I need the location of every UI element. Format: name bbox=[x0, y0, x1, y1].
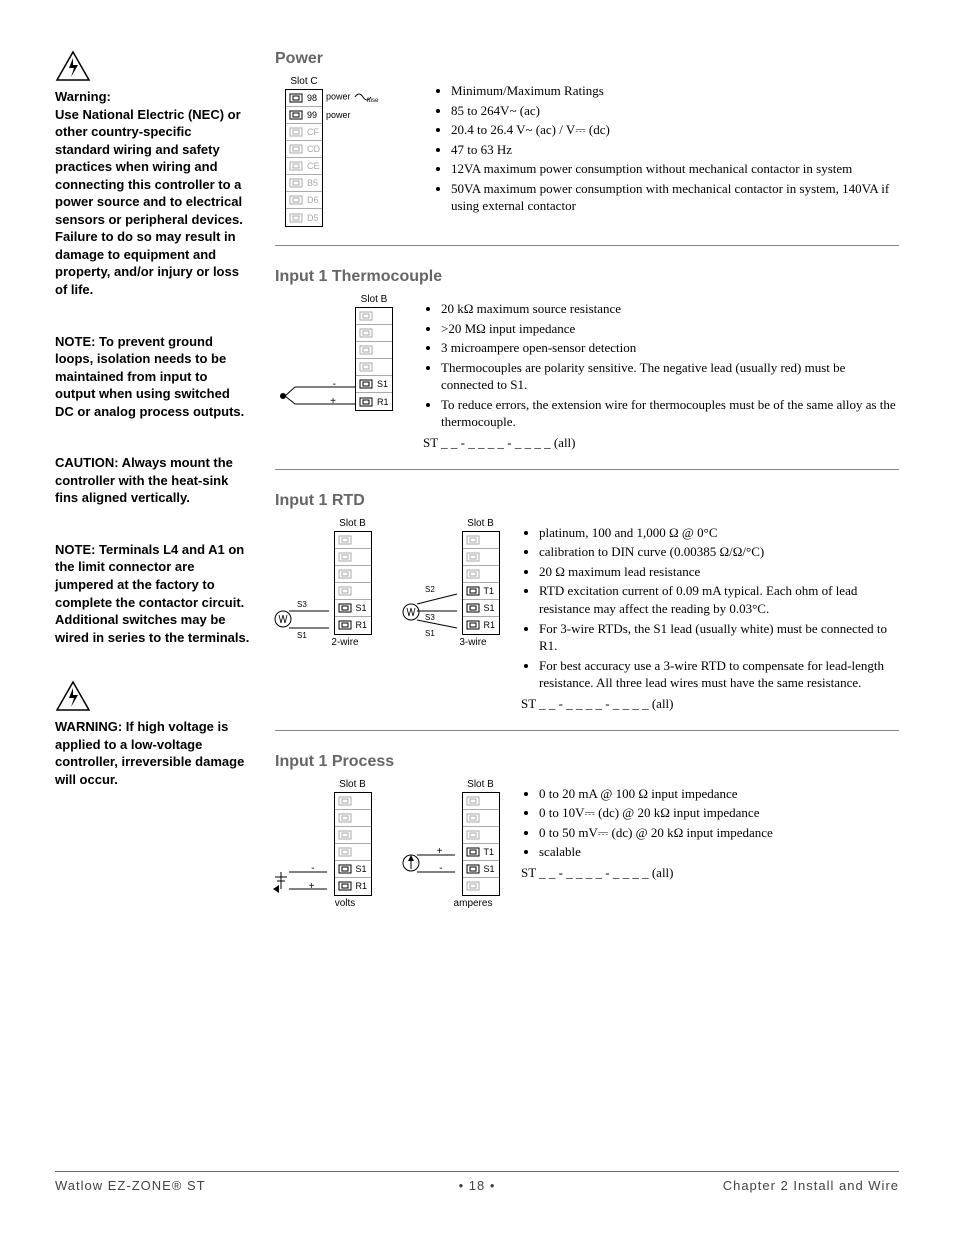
section-title: Power bbox=[275, 50, 899, 68]
amps-source-icon bbox=[397, 793, 459, 903]
rtd-bullets: platinum, 100 and 1,000 Ω @ 0°C calibrat… bbox=[521, 518, 899, 712]
sidebar: Warning: Use National Electric (NEC) or … bbox=[55, 50, 250, 949]
footer-page-number: • 18 • bbox=[459, 1178, 496, 1193]
rtd-diagrams: Slot B S1 R1 bbox=[275, 518, 503, 648]
tc-bullets: 20 kΩ maximum source resistance >20 MΩ i… bbox=[423, 294, 899, 451]
page-body: Warning: Use National Electric (NEC) or … bbox=[55, 50, 899, 949]
section-title: Input 1 RTD bbox=[275, 492, 899, 510]
power-label: power bbox=[326, 110, 351, 120]
hazard-icon bbox=[55, 680, 250, 712]
main-content: Power Slot C 98 powerfuse 99 power CF bbox=[275, 50, 899, 949]
rtd-leads-icon: S2 S3 S1 bbox=[399, 532, 461, 642]
svg-text:S2: S2 bbox=[425, 585, 435, 594]
model-line: ST _ _ - _ _ _ _ - _ _ _ _ (all) bbox=[521, 865, 899, 881]
slot-label: Slot C bbox=[285, 76, 323, 87]
tc-diagram: Slot B -S1 +R1 bbox=[275, 294, 405, 411]
section-rtd: Input 1 RTD Slot B bbox=[275, 492, 899, 731]
model-line: ST _ _ - _ _ _ _ - _ _ _ _ (all) bbox=[423, 435, 899, 451]
note-block-1: NOTE: To prevent ground loops, isolation… bbox=[55, 333, 250, 421]
hazard-icon bbox=[55, 50, 250, 82]
section-process: Input 1 Process Slot B bbox=[275, 753, 899, 927]
warning-text-2: WARNING: If high voltage is applied to a… bbox=[55, 718, 250, 788]
section-thermocouple: Input 1 Thermocouple Slot B -S1 +R1 bbox=[275, 268, 899, 470]
note-block-2: NOTE: Terminals L4 and A1 on the limit c… bbox=[55, 541, 250, 646]
footer-left: Watlow EZ-ZONE® ST bbox=[55, 1178, 206, 1193]
slot-label: Slot B bbox=[355, 294, 393, 305]
footer-right: Chapter 2 Install and Wire bbox=[723, 1178, 899, 1193]
rtd-leads-icon: S3 S1 bbox=[271, 532, 333, 642]
process-diagrams: Slot B -S1 +R1 bbox=[275, 779, 503, 909]
page-footer: Watlow EZ-ZONE® ST • 18 • Chapter 2 Inst… bbox=[55, 1171, 899, 1193]
section-title: Input 1 Thermocouple bbox=[275, 268, 899, 286]
svg-text:S1: S1 bbox=[297, 631, 307, 640]
volts-source-icon bbox=[269, 793, 331, 903]
power-label: powerfuse bbox=[326, 91, 379, 103]
terminal-strip: 98 powerfuse 99 power CF CD CE B5 D6 D5 bbox=[285, 89, 323, 227]
warning-block-1: Warning: Use National Electric (NEC) or … bbox=[55, 50, 250, 299]
section-title: Input 1 Process bbox=[275, 753, 899, 771]
power-bullets: Minimum/Maximum Ratings 85 to 264V~ (ac)… bbox=[433, 76, 899, 217]
svg-text:fuse: fuse bbox=[367, 98, 379, 103]
power-diagram: Slot C 98 powerfuse 99 power CF CD CE B5 bbox=[275, 76, 415, 227]
svg-text:S1: S1 bbox=[425, 629, 435, 638]
tc-leads-icon bbox=[275, 308, 357, 418]
caution-block: CAUTION: Always mount the controller wit… bbox=[55, 454, 250, 507]
model-line: ST _ _ - _ _ _ _ - _ _ _ _ (all) bbox=[521, 696, 899, 712]
terminal-strip: -S1 +R1 bbox=[355, 307, 393, 411]
svg-text:S3: S3 bbox=[297, 600, 307, 609]
warning-block-2: WARNING: If high voltage is applied to a… bbox=[55, 680, 250, 788]
warning-label: Warning: bbox=[55, 89, 111, 104]
process-bullets: 0 to 20 mA @ 100 Ω input impedance 0 to … bbox=[521, 779, 899, 881]
svg-text:S3: S3 bbox=[425, 613, 435, 622]
section-power: Power Slot C 98 powerfuse 99 power CF bbox=[275, 50, 899, 246]
warning-text-1: Use National Electric (NEC) or other cou… bbox=[55, 106, 250, 299]
